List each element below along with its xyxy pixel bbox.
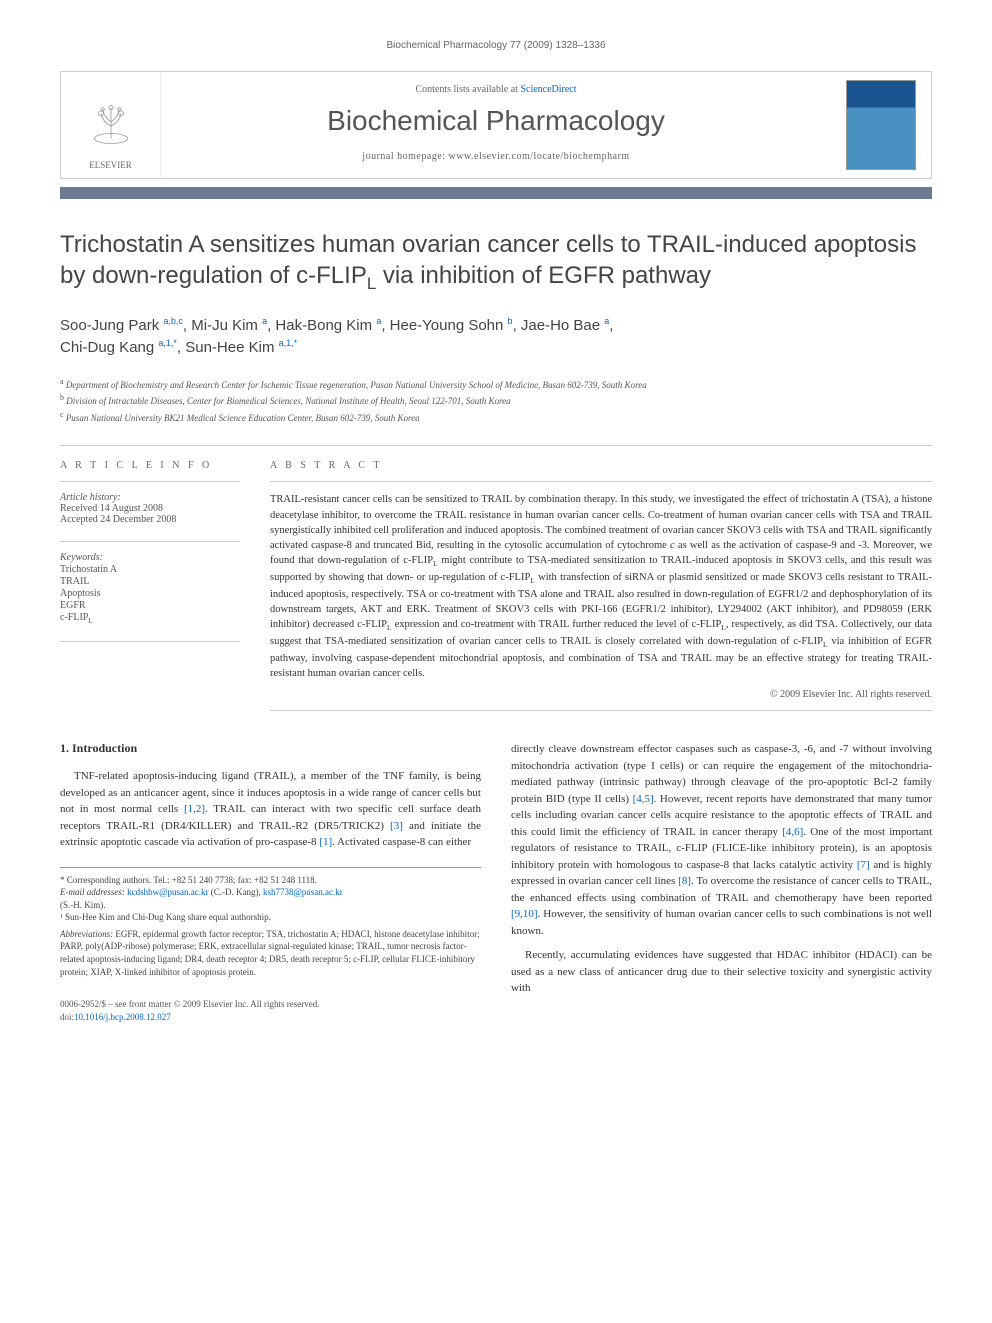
abstract-text: TRAIL-resistant cancer cells can be sens… — [270, 492, 932, 681]
affiliations: a Department of Biochemistry and Researc… — [60, 376, 932, 426]
citation-link[interactable]: [9,10] — [511, 908, 538, 920]
received-date: Received 14 August 2008 — [60, 503, 240, 514]
abstract-column: A B S T R A C T TRAIL-resistant cancer c… — [270, 460, 932, 711]
citation-link[interactable]: [8] — [678, 875, 691, 887]
publisher-name: ELSEVIER — [89, 160, 132, 170]
equal-authorship-note: ¹ Sun-Hee Kim and Chi-Dug Kang share equ… — [60, 911, 481, 924]
article-info-heading: A R T I C L E I N F O — [60, 460, 240, 471]
title-line1: Trichostatin A sensitizes human ovarian … — [60, 231, 916, 289]
article-info-column: A R T I C L E I N F O Article history: R… — [60, 460, 240, 711]
header-rule-bar — [60, 187, 932, 199]
abbreviations-block: Abbreviations: EGFR, epidermal growth fa… — [60, 928, 481, 978]
body-two-column: 1. Introduction TNF-related apoptosis-in… — [60, 741, 932, 1023]
keyword: TRAIL — [60, 576, 240, 587]
history-label: Article history: — [60, 492, 240, 503]
affiliation-c: c Pusan National University BK21 Medical… — [60, 409, 932, 426]
email-line: E-mail addresses: kcdshbw@pusan.ac.kr (C… — [60, 886, 481, 899]
keywords-block: Keywords: Trichostatin A TRAIL Apoptosis… — [60, 552, 240, 625]
article-title: Trichostatin A sensitizes human ovarian … — [60, 229, 932, 295]
keyword: c-FLIPL — [60, 612, 240, 625]
abbrev-text: EGFR, epidermal growth factor receptor; … — [60, 929, 480, 977]
divider — [60, 445, 932, 446]
keywords-label: Keywords: — [60, 552, 240, 563]
running-header: Biochemical Pharmacology 77 (2009) 1328–… — [60, 40, 932, 51]
journal-homepage: journal homepage: www.elsevier.com/locat… — [173, 151, 819, 162]
intro-text-left: TNF-related apoptosis-inducing ligand (T… — [60, 768, 481, 851]
journal-masthead: ELSEVIER Contents lists available at Sci… — [60, 71, 932, 179]
abbrev-label: Abbreviations: — [60, 929, 113, 939]
affiliation-a: a Department of Biochemistry and Researc… — [60, 376, 932, 393]
elsevier-tree-icon — [81, 96, 141, 156]
email-who-2: (S.-H. Kim). — [60, 899, 481, 912]
keywords-list: Trichostatin A TRAIL Apoptosis EGFR c-FL… — [60, 564, 240, 625]
contents-prefix: Contents lists available at — [415, 84, 520, 95]
journal-name: Biochemical Pharmacology — [173, 105, 819, 137]
keyword: EGFR — [60, 600, 240, 611]
contents-available-line: Contents lists available at ScienceDirec… — [173, 84, 819, 95]
abstract-copyright: © 2009 Elsevier Inc. All rights reserved… — [270, 689, 932, 700]
accepted-date: Accepted 24 December 2008 — [60, 514, 240, 525]
section-1-heading: 1. Introduction — [60, 741, 481, 756]
article-history-block: Article history: Received 14 August 2008… — [60, 492, 240, 525]
doi-link[interactable]: 10.1016/j.bcp.2008.12.027 — [74, 1012, 171, 1022]
footer-block: 0006-2952/$ – see front matter © 2009 El… — [60, 998, 481, 1023]
corresponding-author-note: * Corresponding authors. Tel.: +82 51 24… — [60, 874, 481, 887]
author-list: Soo-Jung Park a,b,c, Mi-Ju Kim a, Hak-Bo… — [60, 315, 932, 360]
abstract-heading: A B S T R A C T — [270, 460, 932, 471]
intro-text-right: directly cleave downstream effector casp… — [511, 741, 932, 997]
publisher-block: ELSEVIER — [61, 72, 161, 178]
page-root: Biochemical Pharmacology 77 (2009) 1328–… — [0, 0, 992, 1063]
citation-link[interactable]: [1] — [319, 836, 332, 848]
citation-link[interactable]: [4,5] — [633, 793, 654, 805]
info-abstract-row: A R T I C L E I N F O Article history: R… — [60, 460, 932, 711]
doi-line: doi:10.1016/j.bcp.2008.12.027 — [60, 1011, 481, 1024]
citation-link[interactable]: [4,6] — [782, 826, 803, 838]
email-link-1[interactable]: kcdshbw@pusan.ac.kr — [127, 887, 208, 897]
sciencedirect-link[interactable]: ScienceDirect — [520, 84, 576, 95]
journal-cover-thumbnail — [846, 80, 916, 170]
keyword: Trichostatin A — [60, 564, 240, 575]
citation-link[interactable]: [1,2] — [184, 803, 205, 815]
right-column: directly cleave downstream effector casp… — [511, 741, 932, 1023]
citation-link[interactable]: [7] — [857, 859, 870, 871]
masthead-center: Contents lists available at ScienceDirec… — [161, 72, 831, 178]
footnotes-block: * Corresponding authors. Tel.: +82 51 24… — [60, 867, 481, 979]
front-matter-line: 0006-2952/$ – see front matter © 2009 El… — [60, 998, 481, 1011]
email-who-1: (C.-D. Kang), — [211, 887, 261, 897]
left-column: 1. Introduction TNF-related apoptosis-in… — [60, 741, 481, 1023]
email-link-2[interactable]: ksh7738@pusan.ac.kr — [263, 887, 343, 897]
citation-link[interactable]: [3] — [390, 820, 403, 832]
keyword: Apoptosis — [60, 588, 240, 599]
cover-thumb-block — [831, 72, 931, 178]
affiliation-b: b Division of Intractable Diseases, Cent… — [60, 392, 932, 409]
email-label: E-mail addresses: — [60, 887, 125, 897]
